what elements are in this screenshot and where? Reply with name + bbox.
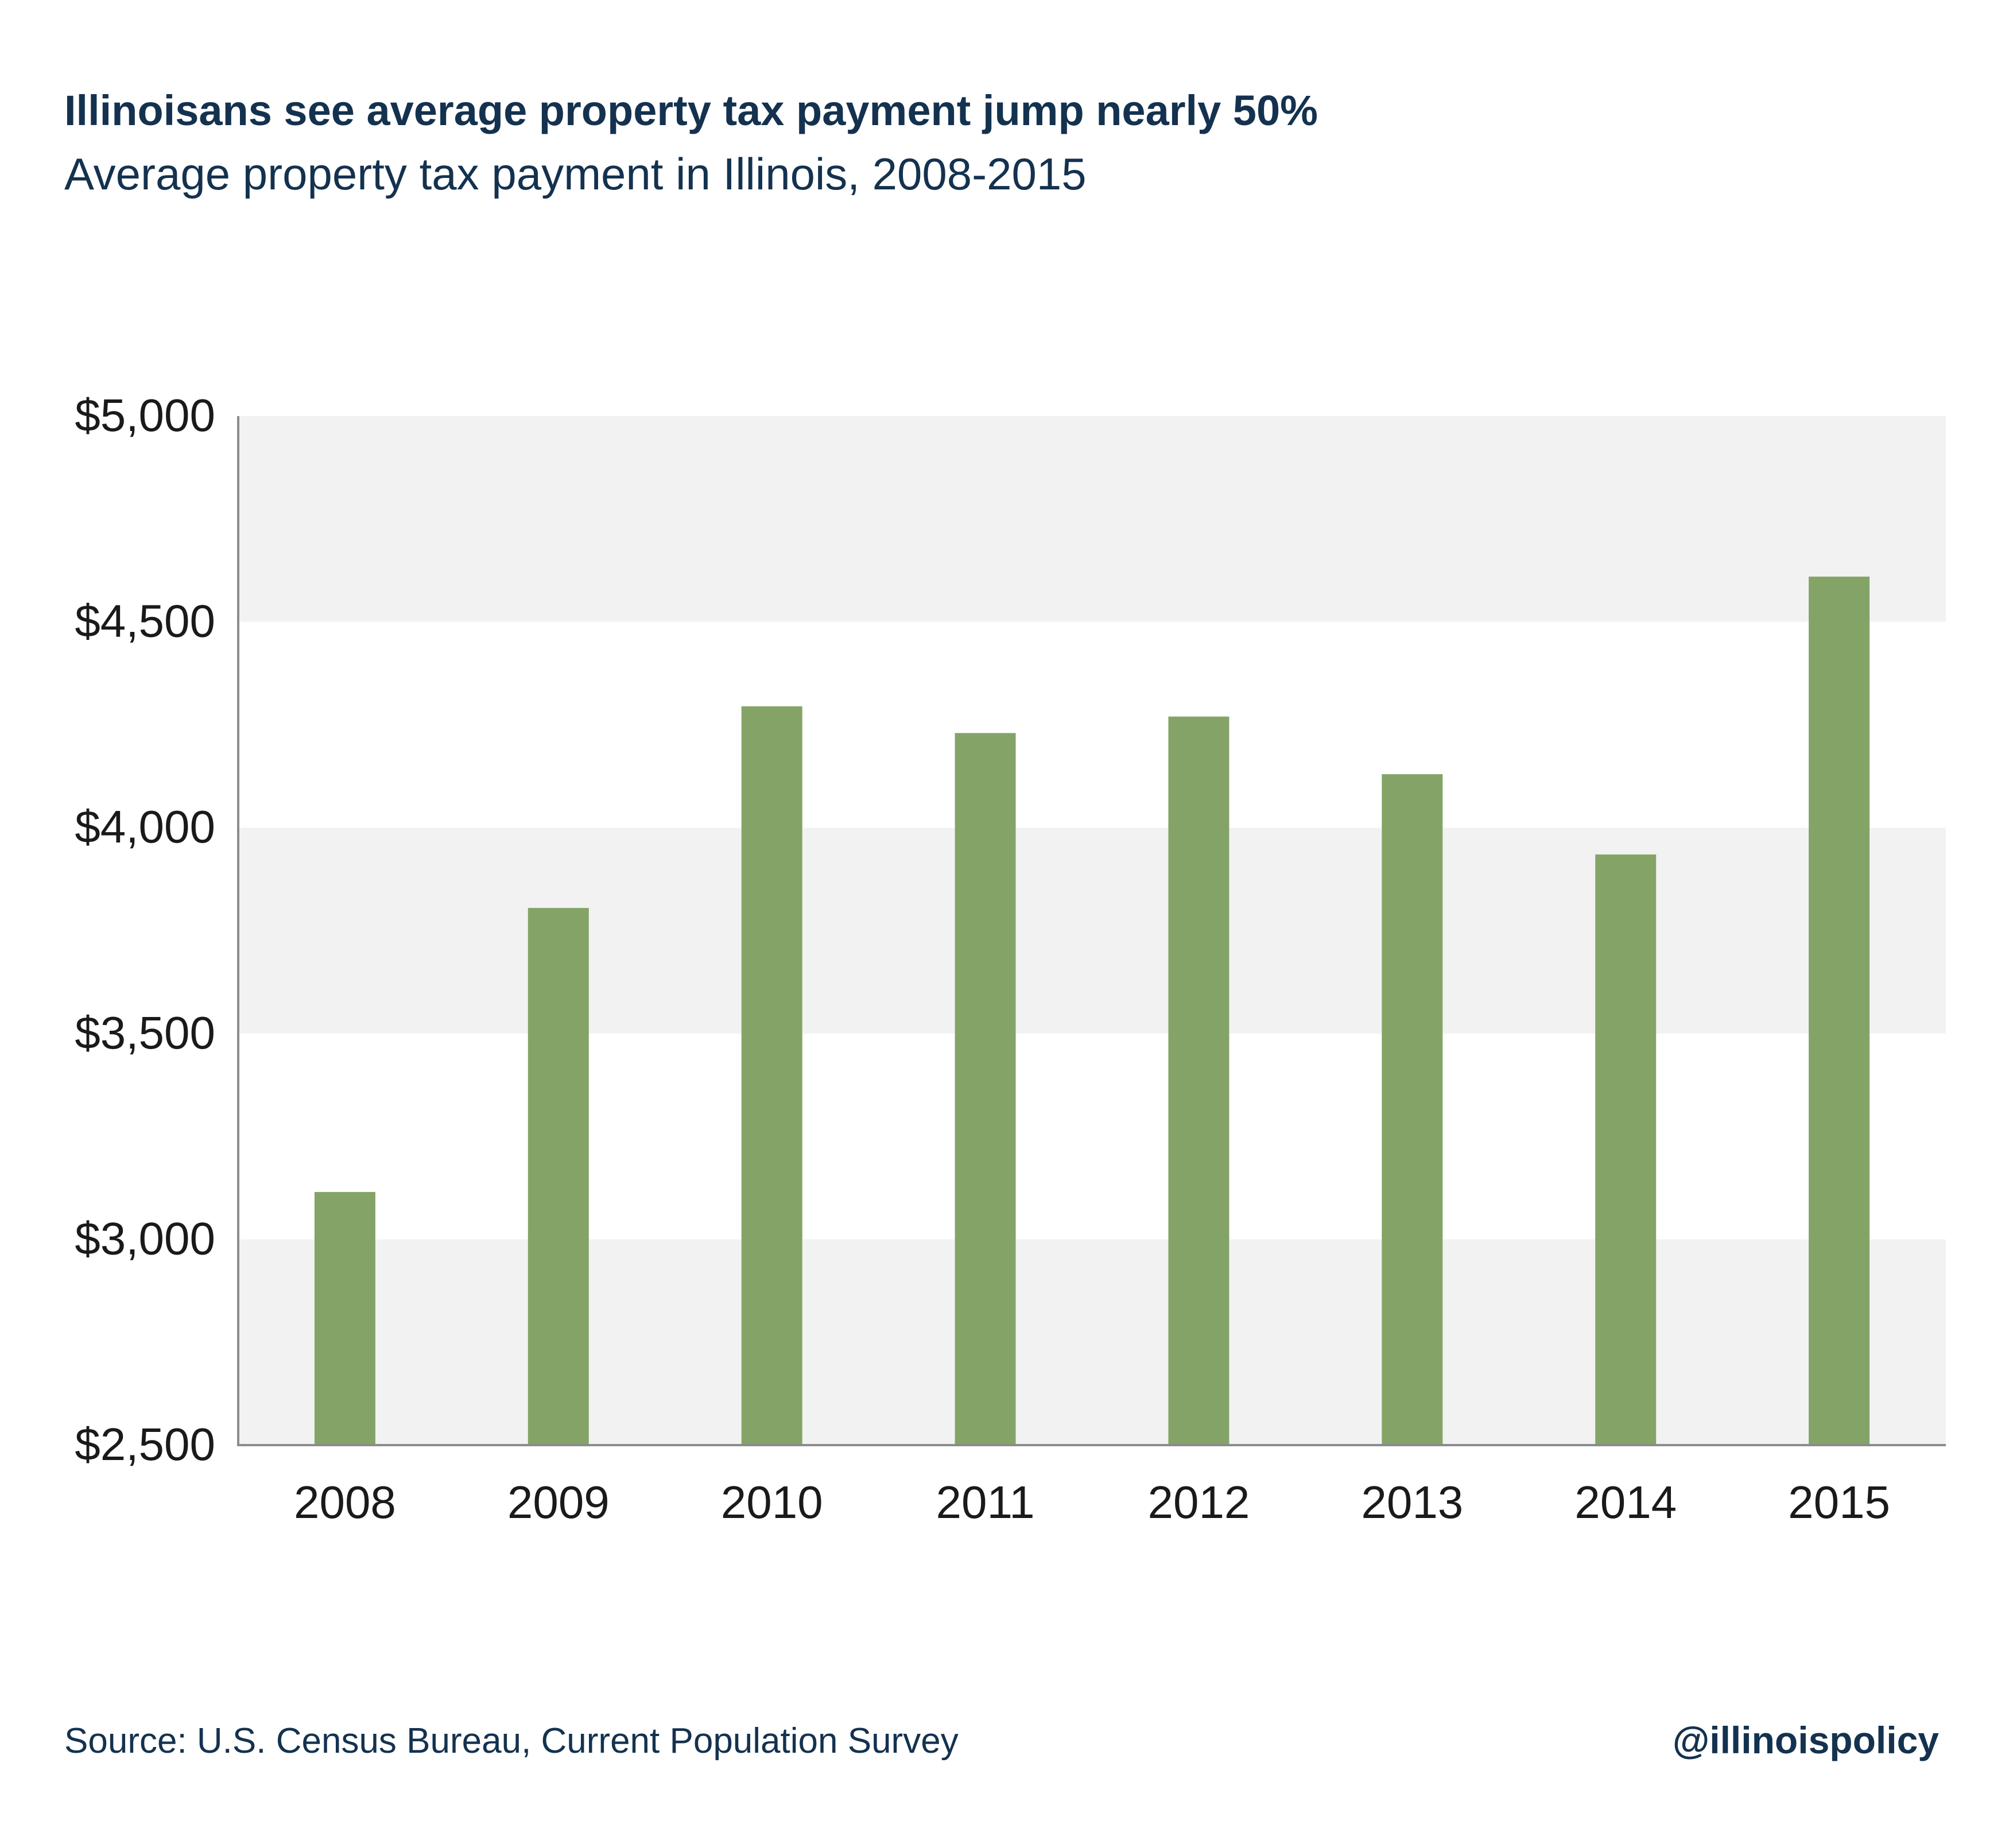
bar-2010 (741, 706, 802, 1445)
y-tick-label: $3,500 (75, 1007, 215, 1058)
grid-band (238, 1239, 1946, 1445)
source-note: Source: U.S. Census Bureau, Current Popu… (64, 1721, 959, 1761)
grid-band (238, 416, 1946, 622)
bar-2014 (1595, 854, 1657, 1445)
grid-band (238, 828, 1946, 1034)
y-tick-labels: $2,500 $3,000 $3,500 $4,000 $4,500 $5,000 (75, 390, 215, 1470)
bar-2008 (314, 1191, 375, 1445)
x-tick-label: 2009 (507, 1477, 610, 1528)
y-tick-label: $4,000 (75, 801, 215, 852)
bar-2011 (955, 733, 1016, 1445)
x-tick-label: 2011 (936, 1477, 1035, 1528)
y-tick-label: $3,000 (75, 1213, 215, 1264)
bars-group (314, 576, 1870, 1445)
bar-2013 (1382, 774, 1443, 1445)
x-tick-labels: 2008 2009 2010 2011 2012 2013 2014 2015 (294, 1477, 1890, 1528)
x-tick-label: 2012 (1147, 1477, 1250, 1528)
bar-2009 (528, 908, 589, 1445)
x-tick-label: 2014 (1574, 1477, 1677, 1528)
bar-2012 (1168, 716, 1230, 1445)
y-tick-label: $2,500 (75, 1419, 215, 1470)
bar-2015 (1809, 576, 1870, 1445)
x-tick-label: 2015 (1788, 1477, 1890, 1528)
chart-title: Illinoisans see average property tax pay… (64, 87, 1318, 134)
x-tick-label: 2008 (294, 1477, 396, 1528)
background-bands (238, 416, 1946, 1445)
y-tick-label: $4,500 (75, 596, 215, 647)
x-tick-label: 2010 (721, 1477, 823, 1528)
x-tick-label: 2013 (1361, 1477, 1463, 1528)
chart-subtitle: Average property tax payment in Illinois… (64, 149, 1087, 199)
y-tick-label: $5,000 (75, 390, 215, 441)
social-handle: @illinoispolicy (1672, 1719, 1939, 1761)
axes-group (237, 416, 1946, 1446)
